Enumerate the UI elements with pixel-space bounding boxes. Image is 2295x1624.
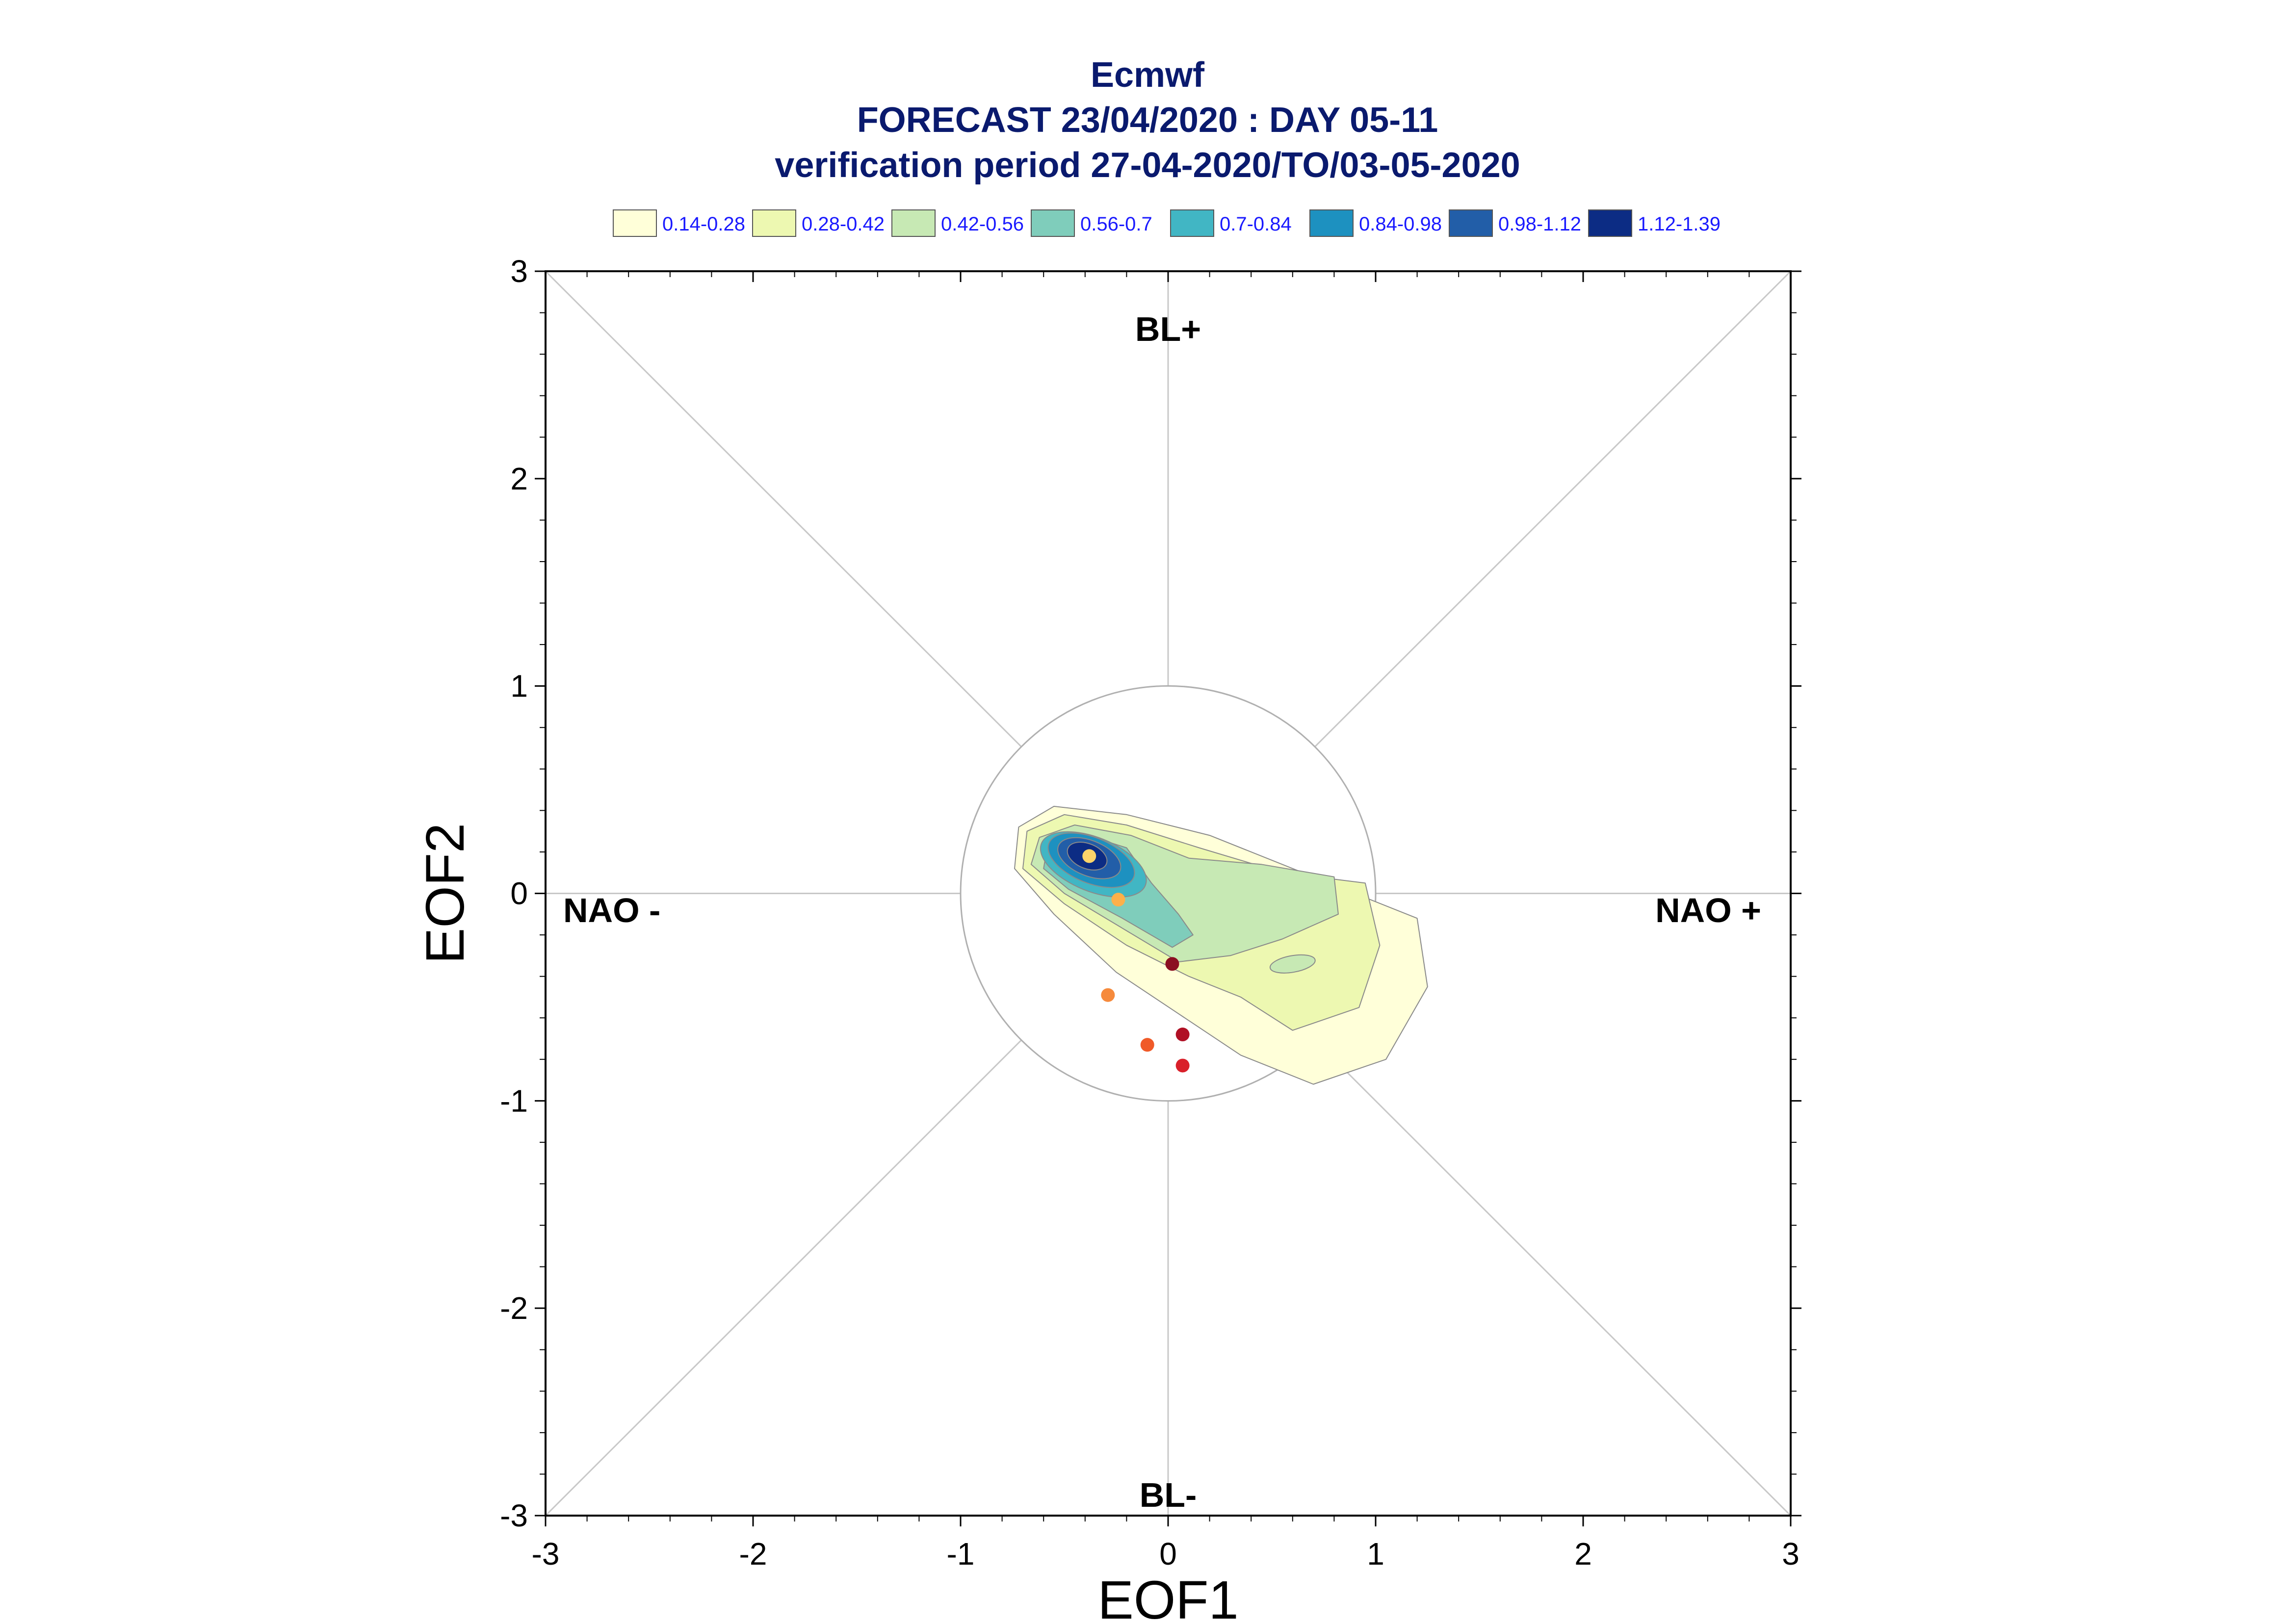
y-tick-label: 0: [510, 876, 528, 911]
x-tick-label: 1: [1367, 1536, 1384, 1572]
forecast-point: [1140, 1038, 1154, 1052]
legend-swatch: [1031, 209, 1075, 237]
y-tick-label: 1: [510, 669, 528, 704]
legend-label: 0.14-0.28: [662, 213, 745, 235]
regime-label-nao-minus: NAO -: [563, 891, 660, 929]
legend-swatch: [752, 209, 796, 237]
legend-label: 1.12-1.39: [1638, 213, 1721, 235]
x-tick-label: -3: [532, 1536, 560, 1572]
chart-subtitle-period: verification period 27-04-2020/TO/03-05-…: [775, 146, 1520, 185]
y-axis-title: EOF2: [415, 823, 475, 964]
forecast-point: [1111, 893, 1125, 907]
legend: 0.14-0.28 0.28-0.42 0.42-0.56 0.56-0.7 0.7-0…: [613, 209, 1721, 237]
x-tick-label: -2: [739, 1536, 767, 1572]
density-contour-0.42-island: [1269, 954, 1316, 974]
x-axis-title: EOF1: [1097, 1570, 1238, 1624]
regime-label-bl-plus: BL+: [1135, 310, 1201, 348]
legend-swatch: [1309, 209, 1354, 237]
y-tick-label: -2: [500, 1290, 528, 1326]
y-tick-label: 3: [510, 254, 528, 289]
forecast-point: [1175, 1028, 1190, 1042]
chart-subtitle-forecast: FORECAST 23/04/2020 : DAY 05-11: [857, 101, 1438, 140]
x-tick-label: -1: [947, 1536, 975, 1572]
x-tick-label: 3: [1782, 1536, 1799, 1572]
forecast-point: [1165, 957, 1179, 971]
legend-swatch: [613, 209, 657, 237]
legend-label: 0.28-0.42: [802, 213, 885, 235]
legend-swatch: [1449, 209, 1493, 237]
plot-area: -3 -2 -1 0 1 2 3 3 2 1 0 -1 -2 -3 BL+ BL- NAO - NAO +: [500, 254, 1801, 1572]
forecast-point: [1082, 849, 1096, 863]
x-tick-label: 2: [1574, 1536, 1592, 1572]
legend-swatch: [891, 209, 936, 237]
regime-label-bl-minus: BL-: [1140, 1476, 1197, 1514]
legend-label: 0.42-0.56: [941, 213, 1024, 235]
regime-label-nao-plus: NAO +: [1655, 891, 1761, 929]
legend-label: 0.98-1.12: [1498, 213, 1581, 235]
legend-label: 0.7-0.84: [1220, 213, 1292, 235]
x-tick-label: 0: [1159, 1536, 1177, 1572]
legend-swatch: [1588, 209, 1632, 237]
y-tick-label: -3: [500, 1498, 528, 1533]
legend-swatch: [1170, 209, 1214, 237]
y-tick-label: -1: [500, 1083, 528, 1118]
y-tick-label: 2: [510, 461, 528, 496]
chart-title: Ecmwf: [1090, 55, 1205, 95]
legend-label: 0.84-0.98: [1359, 213, 1442, 235]
legend-label: 0.56-0.7: [1080, 213, 1152, 235]
forecast-point: [1175, 1058, 1190, 1073]
forecast-point: [1101, 988, 1115, 1002]
